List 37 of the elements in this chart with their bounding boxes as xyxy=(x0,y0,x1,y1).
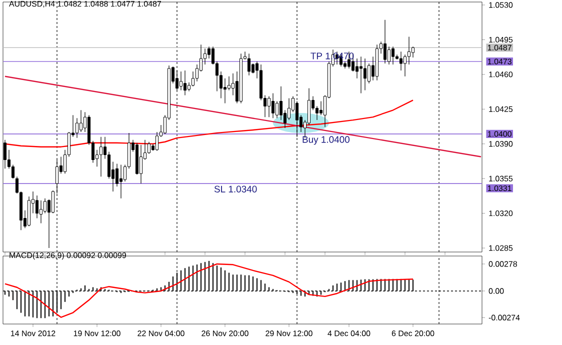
annotation: SL 1.0340 xyxy=(214,186,257,192)
candlestick xyxy=(355,58,359,79)
candlestick xyxy=(287,98,291,120)
candlestick xyxy=(43,198,47,214)
candlestick xyxy=(359,56,363,94)
candlestick xyxy=(271,92,275,118)
candlestick xyxy=(35,195,39,219)
line-series xyxy=(4,263,414,318)
annotation: Buy 1.0400 xyxy=(302,136,350,145)
candlestick xyxy=(155,132,159,152)
candlestick xyxy=(387,46,391,65)
candlestick xyxy=(383,20,387,64)
candlestick xyxy=(75,118,79,138)
candlestick xyxy=(79,110,83,132)
candlestick xyxy=(391,46,395,65)
candlestick xyxy=(367,63,371,84)
candlestick xyxy=(247,53,251,76)
candlestick xyxy=(407,36,411,65)
candlestick xyxy=(307,88,311,126)
candlestick xyxy=(51,190,55,214)
candlestick xyxy=(39,200,43,224)
candlestick xyxy=(179,71,183,91)
candlestick xyxy=(191,71,195,87)
candlestick xyxy=(399,51,403,71)
candlestick xyxy=(279,86,283,120)
candlestick xyxy=(403,54,407,77)
candlestick xyxy=(411,46,415,58)
candlestick xyxy=(267,96,271,118)
candlestick xyxy=(115,163,119,187)
candlestick xyxy=(183,70,187,96)
candlestick xyxy=(223,78,227,104)
candlestick xyxy=(139,144,143,184)
candlestick xyxy=(227,76,231,91)
candlestick xyxy=(119,164,123,199)
candlestick xyxy=(99,136,103,177)
candlestick xyxy=(363,58,367,91)
candlestick xyxy=(275,100,279,118)
